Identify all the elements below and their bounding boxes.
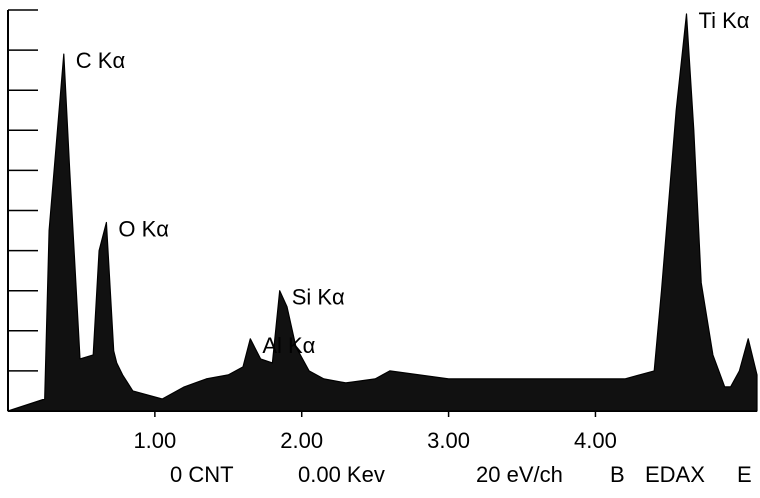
peak-labels: C Kα O Kα Al Kα Si Kα Ti Kα [76, 8, 750, 358]
footer-resolution: 20 eV/ch [476, 462, 563, 487]
peak-label: Al Kα [262, 333, 315, 358]
peak-label: O Kα [118, 217, 169, 242]
x-tick-label: 2.00 [280, 428, 323, 453]
spectrum-footer: 0 CNT 0.00 Kev 20 eV/ch B EDAX E [170, 462, 752, 487]
y-axis-ticks [8, 9, 38, 412]
peak-label: Si Kα [292, 285, 345, 310]
footer-counts: 0 CNT [170, 462, 234, 487]
footer-energy: 0.00 Kev [298, 462, 385, 487]
spectrum-series [7, 13, 758, 412]
x-tick-label: 1.00 [133, 428, 176, 453]
peak-label: Ti Kα [699, 8, 750, 33]
footer-brand: EDAX [645, 462, 705, 487]
x-tick-label: 3.00 [427, 428, 470, 453]
x-tick-label: 4.00 [574, 428, 617, 453]
x-axis-ticks: 1.00 2.00 3.00 4.00 [133, 411, 617, 453]
footer-marker-e: E [737, 462, 752, 487]
spectrum-area [7, 13, 758, 412]
footer-marker-b: B [610, 462, 625, 487]
peak-label: C Kα [76, 48, 126, 73]
